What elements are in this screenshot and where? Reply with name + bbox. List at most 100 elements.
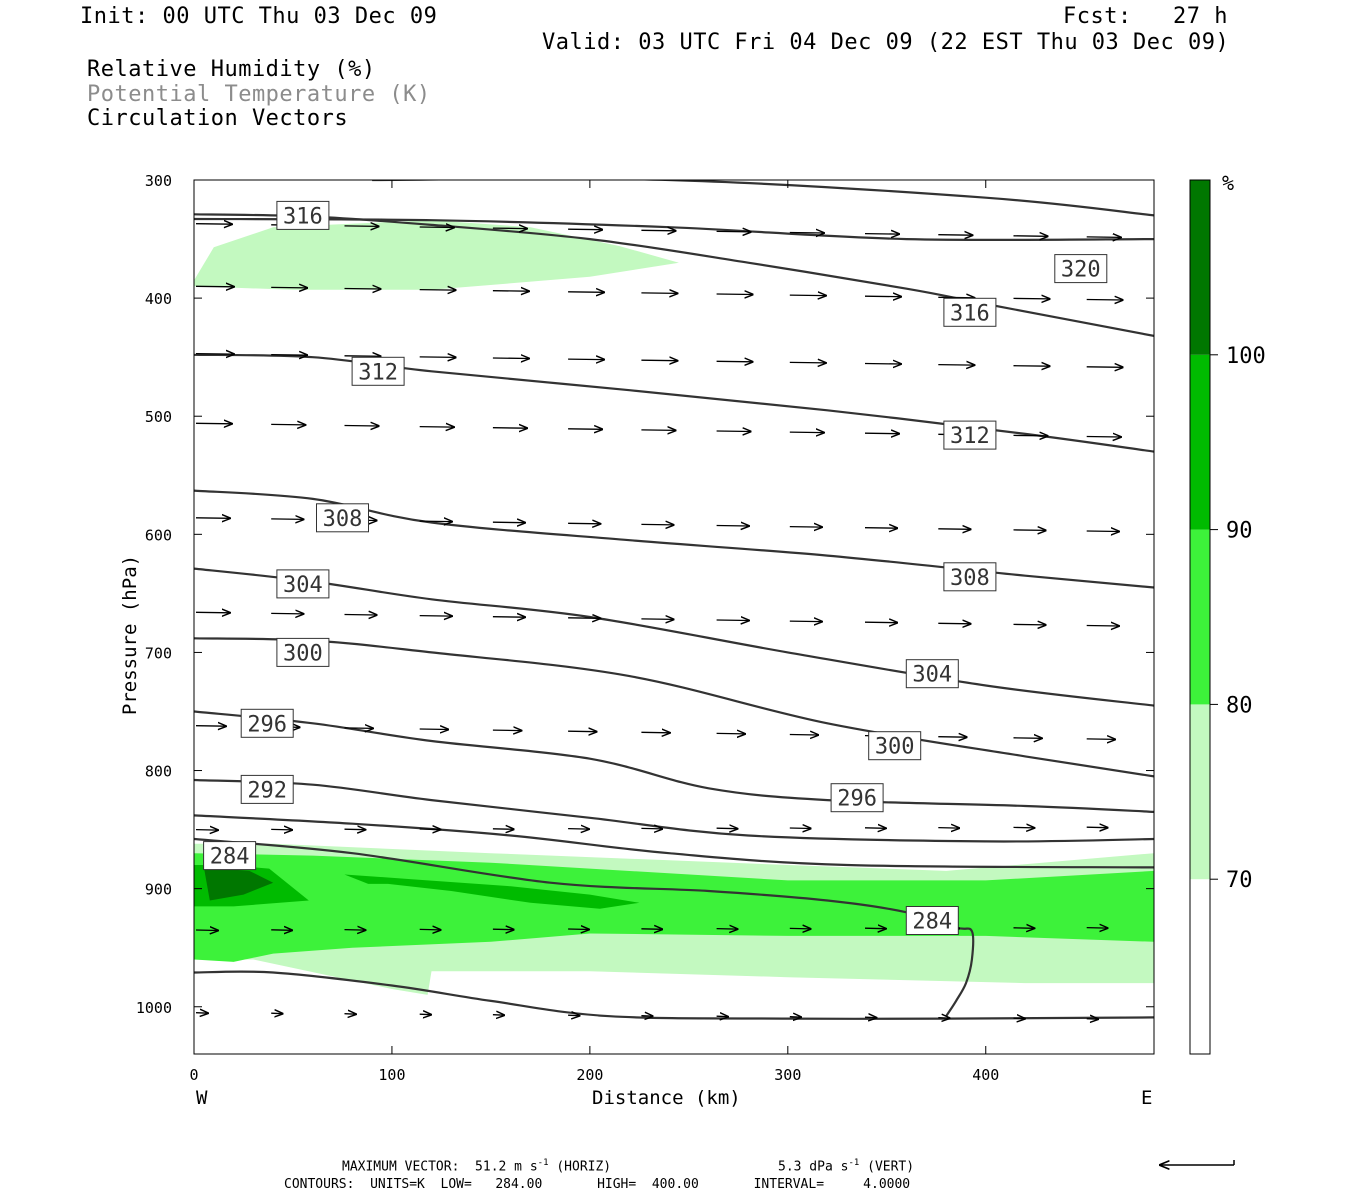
- theta-label: 304: [905, 659, 959, 689]
- x-axis-east: E: [1141, 1087, 1153, 1109]
- circulation-vector: [568, 1015, 579, 1016]
- x-axis-west: W: [196, 1087, 208, 1109]
- x-tick-label: 200: [576, 1066, 603, 1084]
- circulation-vector: [1086, 437, 1121, 438]
- y-tick-label: 600: [145, 526, 172, 544]
- circulation-vector: [492, 291, 529, 292]
- circulation-vector: [789, 432, 824, 433]
- circulation-vector: [864, 364, 901, 365]
- colorbar-frame: [1189, 179, 1211, 1055]
- circulation-vector: [938, 623, 970, 624]
- circulation-vector: [271, 1013, 282, 1014]
- circulation-vector: [271, 424, 305, 425]
- circulation-vector: [716, 361, 753, 362]
- circulation-vector: [419, 427, 454, 428]
- circulation-vector: [864, 296, 901, 297]
- circulation-vector: [419, 729, 449, 730]
- circulation-vector: [271, 930, 292, 931]
- circulation-vector: [419, 290, 456, 291]
- theta-label: 284: [203, 841, 257, 871]
- circulation-vector: [568, 731, 597, 732]
- circulation-vector: [938, 235, 972, 236]
- theta-label-text: 296: [247, 712, 287, 737]
- colorbar-segment: [1190, 879, 1210, 1054]
- reference-vector: [1160, 1160, 1235, 1165]
- circulation-vector: [789, 233, 824, 234]
- circulation-vector: [1013, 530, 1046, 531]
- circulation-vector: [344, 829, 366, 830]
- rh-region-90-100: [344, 874, 640, 909]
- circulation-vector: [1013, 435, 1048, 436]
- circulation-vector: [195, 612, 230, 613]
- colorbar-label: 100: [1226, 344, 1266, 369]
- theta-label: 308: [316, 503, 369, 533]
- y-tick-label: 700: [145, 644, 172, 662]
- circulation-vector: [716, 294, 753, 295]
- circulation-vector: [1013, 827, 1035, 828]
- y-tick-label: 800: [145, 763, 172, 781]
- contour-info: CONTOURS: UNITS=K LOW= 284.00 HIGH= 400.…: [284, 1177, 911, 1192]
- circulation-vector: [1013, 928, 1035, 929]
- rh-region-100: [203, 867, 274, 901]
- circulation-vector: [1013, 624, 1046, 625]
- circulation-vector: [419, 1014, 431, 1015]
- circulation-vector: [568, 359, 604, 360]
- plot-frame: [193, 179, 1155, 1055]
- circulation-vector: [864, 528, 897, 529]
- circulation-vector: [568, 229, 602, 230]
- circulation-vector: [492, 829, 514, 830]
- theta-label-text: 316: [283, 204, 323, 229]
- theta-contour-284: [194, 837, 975, 1017]
- max-vector-horiz: MAXIMUM VECTOR: 51.2 m s-1 (HORIZ): [342, 1158, 612, 1175]
- init-time: Init: 00 UTC Thu 03 Dec 09: [80, 4, 438, 29]
- circulation-vector: [864, 928, 886, 929]
- circulation-vector: [789, 527, 822, 528]
- theta-label: 300: [868, 731, 922, 761]
- theta-contour-312: [194, 353, 1154, 453]
- theta-contour-292: [194, 778, 1154, 843]
- circulation-vector: [271, 519, 303, 520]
- theta-label: 284: [905, 906, 959, 935]
- circulation-vector: [271, 355, 307, 356]
- circulation-vector: [271, 613, 303, 614]
- circulation-vector: [641, 929, 662, 930]
- circulation-vector: [419, 616, 452, 617]
- circulation-vector: [938, 1018, 949, 1019]
- colorbar-segment: [1190, 704, 1210, 880]
- legend-circulation-vectors: Circulation Vectors: [87, 106, 349, 131]
- circulation-vector: [419, 227, 454, 228]
- theta-contour-308: [194, 489, 1154, 589]
- circulation-vector: [864, 433, 899, 434]
- colorbar: 70 80 90 100%: [1189, 171, 1266, 1055]
- circulation-vector: [568, 292, 604, 293]
- circulation-vector: [344, 1014, 356, 1015]
- circulation-vector: [195, 286, 234, 287]
- circulation-vector: [789, 735, 819, 736]
- circulation-vector: [195, 930, 218, 931]
- colorbar-unit: %: [1222, 171, 1234, 195]
- theta-contour-296: [194, 710, 1154, 813]
- circulation-vector: [716, 929, 738, 930]
- circulation-vector: [789, 1017, 801, 1018]
- theta-label-text: 320: [1061, 258, 1101, 283]
- theta-label-text: 312: [950, 424, 990, 449]
- circulation-vector: [492, 1015, 504, 1016]
- circulation-vector: [344, 615, 377, 616]
- theta-label-text: 296: [837, 787, 877, 812]
- circulation-vector: [271, 287, 307, 288]
- circulation-vector: [568, 829, 589, 830]
- circulation-vector: [1086, 827, 1108, 828]
- colorbar-segment: [1190, 180, 1210, 355]
- circulation-vector: [271, 829, 292, 830]
- circulation-vector: [1086, 626, 1119, 627]
- circulation-vector: [789, 928, 811, 929]
- theta-label: 304: [276, 569, 330, 599]
- circulation-vector: [641, 619, 673, 620]
- theta-label: 320: [1054, 254, 1108, 284]
- circulation-vector: [492, 929, 514, 930]
- colorbar-label: 70: [1226, 868, 1253, 893]
- circulation-vector: [1086, 531, 1119, 532]
- theta-label-text: 304: [912, 663, 952, 688]
- max-vector-vert: 5.3 dPa s-1 (VERT): [778, 1158, 915, 1175]
- circulation-vector: [864, 234, 899, 235]
